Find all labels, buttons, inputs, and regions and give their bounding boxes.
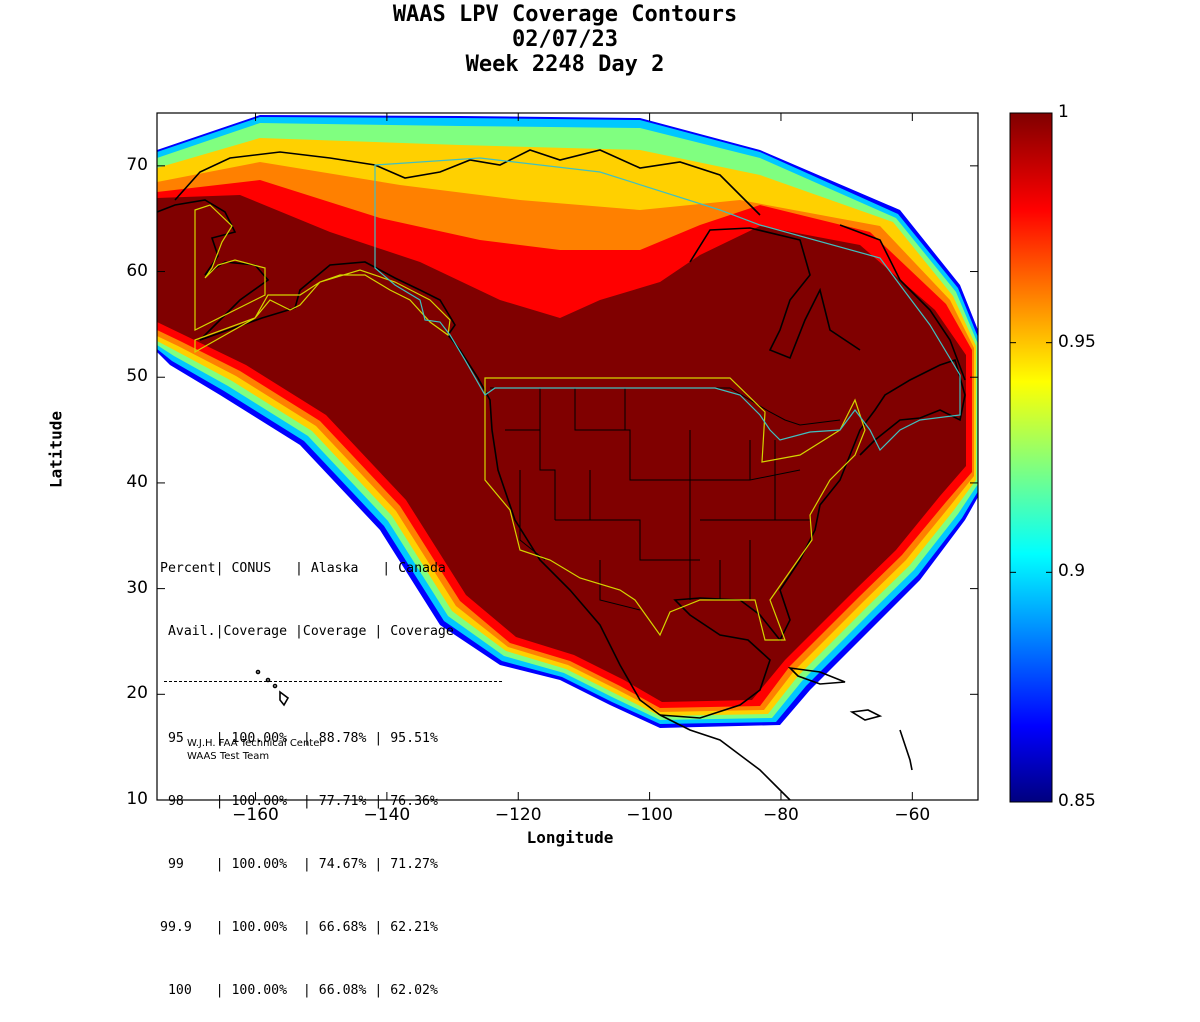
stats-row: 95 | 100.00% | 88.78% | 95.51% <box>160 731 438 746</box>
gulf-coast <box>659 358 966 719</box>
stats-header-2: Avail.|Coverage |Coverage | Coverage <box>160 624 454 639</box>
contour-1.00 <box>157 195 966 702</box>
x-tick-label: −160 <box>232 805 279 825</box>
plot-frame <box>156 112 979 801</box>
y-tick-label: 70 <box>126 154 148 175</box>
x-tick-label: −120 <box>494 805 542 825</box>
state-line <box>574 388 700 481</box>
coastlines <box>157 149 966 800</box>
colorbar-tick-label: 1 <box>1058 102 1069 122</box>
credit-line-2: WAAS Test Team <box>187 751 270 762</box>
chart-week-day: Week 2248 Day 2 <box>465 52 665 77</box>
arctic-coast <box>174 149 761 216</box>
stats-row: 100 | 100.00% | 66.08% | 62.02% <box>160 983 438 998</box>
x-axis-label: Longitude <box>526 828 614 847</box>
stats-header-1: Percent| CONUS | Alaska | Canada <box>160 561 446 576</box>
y-tick-label: 10 <box>126 789 148 809</box>
service-boundaries <box>194 157 961 641</box>
alaska-service-volume <box>194 204 451 354</box>
coverage-map <box>156 112 1053 803</box>
y-tick-label: 30 <box>126 577 148 598</box>
colorbar <box>1009 112 1053 803</box>
central-america <box>659 714 791 800</box>
hawaii-island <box>279 690 290 707</box>
state-line <box>519 470 546 561</box>
hispaniola-island <box>849 709 883 721</box>
stats-row: 99 | 100.00% | 74.67% | 71.27% <box>160 857 438 872</box>
y-axis-label: Latitude <box>46 410 66 489</box>
stats-row: 98 | 100.00% | 77.71% | 76.36% <box>160 794 438 809</box>
canada-service-volume <box>374 157 961 452</box>
state-line <box>599 560 641 611</box>
state-line <box>539 388 556 520</box>
chart-date: 02/07/23 <box>512 27 618 52</box>
colorbar-tick-label: 0.85 <box>1058 791 1096 811</box>
chart-title: WAAS LPV Coverage Contours <box>392 2 738 27</box>
y-tick-label: 20 <box>126 683 148 704</box>
colorbar-ticks <box>1010 112 1052 803</box>
colorbar-tick-label: 0.95 <box>1058 331 1096 352</box>
x-tick-label: −140 <box>363 805 411 825</box>
us-canada-border <box>490 387 841 426</box>
y-tick-label: 50 <box>126 366 148 387</box>
x-tick-label: −80 <box>763 805 799 825</box>
caribbean-islands <box>899 729 913 771</box>
y-tick-label: 60 <box>126 260 148 281</box>
coverage-contours <box>157 115 978 728</box>
x-tick-label: −60 <box>894 805 931 825</box>
credit-line-1: W.J.H. FAA Technical Center <box>187 738 324 749</box>
tick-marks <box>157 113 978 801</box>
state-boundaries <box>490 387 841 611</box>
y-tick-label: 40 <box>126 471 148 492</box>
x-tick-label: −100 <box>626 805 673 825</box>
hawaii-island <box>255 669 261 675</box>
waas-service-volume <box>484 377 866 641</box>
pacific-coast <box>447 334 661 716</box>
hudson-bay <box>689 227 861 360</box>
state-line <box>555 519 700 561</box>
hawaii-island <box>272 683 278 689</box>
colorbar-tick-label: 0.9 <box>1058 561 1086 582</box>
labrador-coast <box>839 224 966 381</box>
coverage-stats-table: Percent| CONUS | Alaska | Canada Avail.|… <box>160 516 502 1022</box>
cuba-island <box>787 666 846 685</box>
stats-row: 99.9 | 100.00% | 66.68% | 62.21% <box>160 920 438 935</box>
stats-separator <box>164 681 502 682</box>
